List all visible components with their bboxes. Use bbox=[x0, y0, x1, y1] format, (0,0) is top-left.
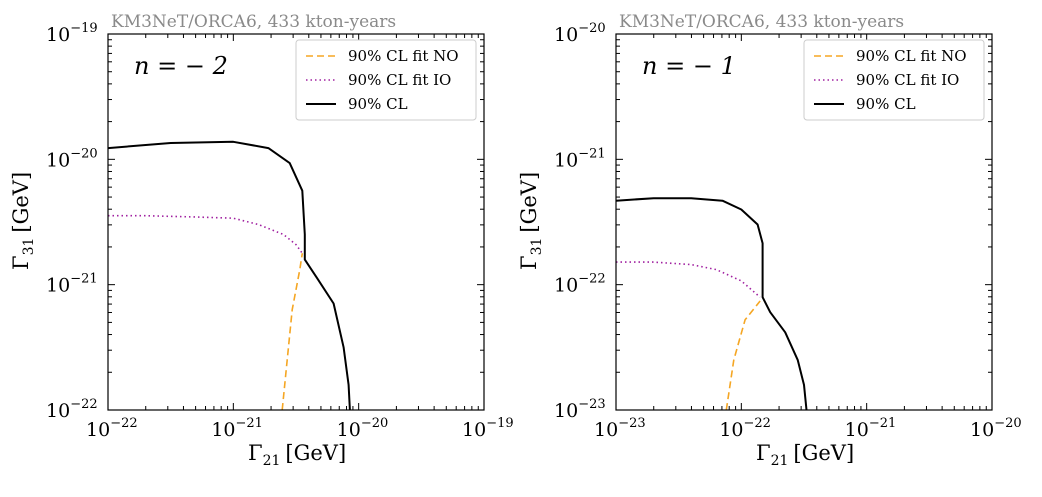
legend-label-3: 90% CL bbox=[856, 95, 916, 113]
chart-panel-1: KM3NeT/ORCA6, 433 kton-years 10−22 10−21 10… bbox=[9, 12, 514, 469]
legend-box bbox=[295, 39, 477, 121]
x-tick-label: 10−21 bbox=[845, 416, 897, 441]
legend-label-1: 90% CL fit NO bbox=[856, 47, 967, 65]
y-tick-label: 10−21 bbox=[554, 146, 606, 171]
x-axis-label: Γ21 [GeV] bbox=[248, 441, 346, 469]
y-tick-label: 10−20 bbox=[46, 146, 98, 171]
x-tick-label: 10−23 bbox=[594, 416, 646, 441]
legend-label-3: 90% CL bbox=[348, 95, 408, 113]
legend-box bbox=[803, 39, 985, 121]
legend-label-2: 90% CL fit IO bbox=[348, 71, 451, 89]
series-line-1 bbox=[281, 253, 304, 410]
legend-label-1: 90% CL fit NO bbox=[348, 47, 459, 65]
y-tick-label: 10−21 bbox=[46, 272, 98, 297]
x-tick-label: 10−21 bbox=[211, 416, 263, 441]
legend: 90% CL fit NO 90% CL fit IO 90% CL bbox=[295, 39, 477, 121]
plot-frame bbox=[615, 33, 993, 411]
y-tick-label: 10−19 bbox=[46, 21, 98, 46]
series-line-1 bbox=[725, 300, 761, 410]
panel-annotation: n = − 1 bbox=[642, 52, 736, 80]
series-line-2 bbox=[616, 261, 761, 298]
plot-frame bbox=[107, 33, 485, 411]
y-tick-label: 10−22 bbox=[554, 272, 606, 297]
panel-annotation: n = − 2 bbox=[134, 52, 228, 80]
y-tick-label: 10−20 bbox=[554, 21, 606, 46]
legend: 90% CL fit NO 90% CL fit IO 90% CL bbox=[803, 39, 985, 121]
y-axis-label: Γ31[GeV] bbox=[517, 172, 545, 270]
series-line-3 bbox=[616, 197, 808, 410]
x-tick-label: 10−22 bbox=[719, 416, 771, 441]
x-tick-label: 10−19 bbox=[462, 416, 514, 441]
series-line-2 bbox=[108, 214, 303, 254]
x-tick-label: 10−20 bbox=[970, 416, 1022, 441]
watermark-text: KM3NeT/ORCA6, 433 kton-years bbox=[619, 12, 904, 32]
chart-panel-2: KM3NeT/ORCA6, 433 kton-years 10−23 10−22 10… bbox=[517, 12, 1022, 469]
series-line-3 bbox=[108, 140, 351, 410]
x-tick-label: 10−20 bbox=[337, 416, 389, 441]
x-axis-label: Γ21 [GeV] bbox=[756, 441, 854, 469]
y-axis-label: Γ31[GeV] bbox=[9, 172, 37, 270]
y-tick-label: 10−23 bbox=[554, 397, 606, 422]
legend-label-2: 90% CL fit IO bbox=[856, 71, 959, 89]
series-group bbox=[616, 197, 808, 410]
y-tick-label: 10−22 bbox=[46, 397, 98, 422]
series-group bbox=[108, 140, 351, 410]
x-tick-label: 10−22 bbox=[86, 416, 138, 441]
watermark-text: KM3NeT/ORCA6, 433 kton-years bbox=[111, 12, 396, 32]
